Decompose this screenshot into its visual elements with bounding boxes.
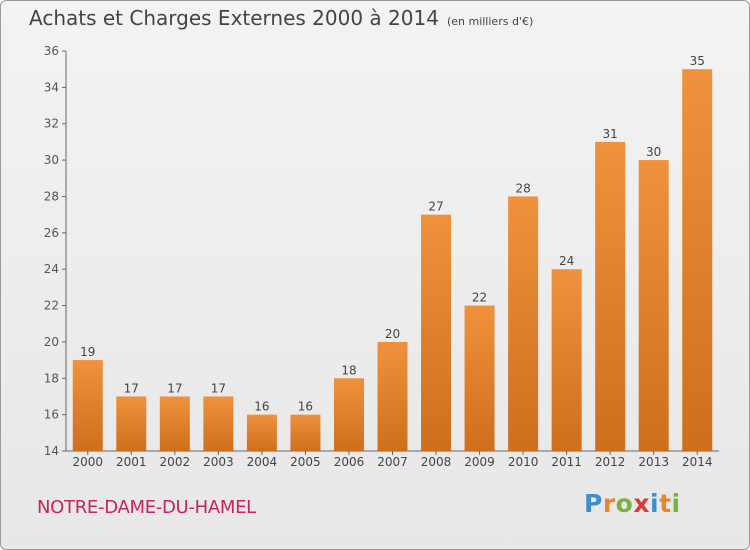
logo-letter: i <box>650 489 660 518</box>
value-label: 22 <box>472 291 487 305</box>
y-tick-label: 14 <box>44 444 59 458</box>
chart-title: Achats et Charges Externes 2000 à 2014 <box>29 6 439 30</box>
x-tick-label: 2013 <box>638 455 669 469</box>
x-tick-label: 2000 <box>72 455 103 469</box>
y-tick-label: 24 <box>44 262 59 276</box>
x-tick-label: 2012 <box>595 455 626 469</box>
x-axis: 2000 2001 2002 2003 2004 2005 2006 2007 2008 2009… <box>66 450 719 469</box>
value-label: 35 <box>690 54 705 68</box>
value-label: 20 <box>385 327 400 341</box>
x-tick-label: 2014 <box>682 455 713 469</box>
value-labels: 19 17 17 17 16 16 18 20 27 22 28 24 31 30 35 <box>80 54 705 413</box>
bar-2012 <box>595 141 626 451</box>
bar-2014 <box>682 69 713 451</box>
bar-2013 <box>638 160 669 451</box>
logo-letter: i <box>671 489 681 518</box>
value-label: 19 <box>80 345 95 359</box>
value-label: 17 <box>211 381 226 395</box>
x-tick-label: 2009 <box>464 455 495 469</box>
bar-2002 <box>159 396 190 451</box>
title-row: Achats et Charges Externes 2000 à 2014 (e… <box>29 6 533 30</box>
bar-2001 <box>116 396 147 451</box>
x-tick-label: 2001 <box>116 455 147 469</box>
commune-name: NOTRE-DAME-DU-HAMEL <box>37 497 256 518</box>
y-axis: 14 16 18 20 22 24 26 28 30 32 34 36 <box>44 44 67 458</box>
chart-subtitle: (en milliers d'€) <box>446 15 534 28</box>
x-tick-label: 2010 <box>508 455 539 469</box>
value-label: 27 <box>428 200 443 214</box>
bar-2011 <box>551 269 582 451</box>
value-label: 31 <box>603 127 618 141</box>
x-tick-label: 2007 <box>377 455 408 469</box>
value-label: 17 <box>124 381 139 395</box>
logo-letter: r <box>602 489 616 518</box>
logo-letter: t <box>659 489 672 518</box>
bar-2003 <box>203 396 234 451</box>
value-label: 28 <box>515 181 530 195</box>
x-tick-label: 2004 <box>247 455 278 469</box>
x-tick-label: 2005 <box>290 455 321 469</box>
bar-2007 <box>377 341 408 451</box>
x-tick-label: 2006 <box>334 455 365 469</box>
value-label: 18 <box>341 363 356 377</box>
x-tick-label: 2003 <box>203 455 234 469</box>
logo-letter: P <box>584 489 603 518</box>
y-tick-label: 34 <box>44 80 59 94</box>
y-tick-label: 32 <box>44 117 59 131</box>
y-tick-label: 28 <box>44 189 59 203</box>
bars <box>72 69 713 451</box>
value-label: 17 <box>167 381 182 395</box>
logo-letter: x <box>633 489 650 518</box>
value-label: 24 <box>559 254 574 268</box>
bar-2010 <box>508 196 539 451</box>
x-tick-label: 2011 <box>551 455 582 469</box>
x-tick-label: 2002 <box>160 455 191 469</box>
value-label: 16 <box>254 400 269 414</box>
bar-2008 <box>421 214 452 451</box>
y-tick-label: 18 <box>44 371 59 385</box>
y-tick-label: 22 <box>44 299 59 313</box>
bar-2009 <box>464 305 495 451</box>
y-tick-label: 30 <box>44 153 59 167</box>
bar-2000 <box>72 360 103 451</box>
y-tick-label: 20 <box>44 335 59 349</box>
logo-letter: o <box>615 489 634 518</box>
y-tick-label: 36 <box>44 44 59 58</box>
bar-2005 <box>290 414 321 451</box>
bar-2004 <box>246 414 277 451</box>
y-tick-label: 16 <box>44 408 59 422</box>
bar-2006 <box>333 378 364 451</box>
proxiti-logo[interactable]: Proxiti <box>584 489 681 518</box>
value-label: 16 <box>298 400 313 414</box>
x-tick-label: 2008 <box>421 455 452 469</box>
y-tick-label: 26 <box>44 226 59 240</box>
value-label: 30 <box>646 145 661 159</box>
